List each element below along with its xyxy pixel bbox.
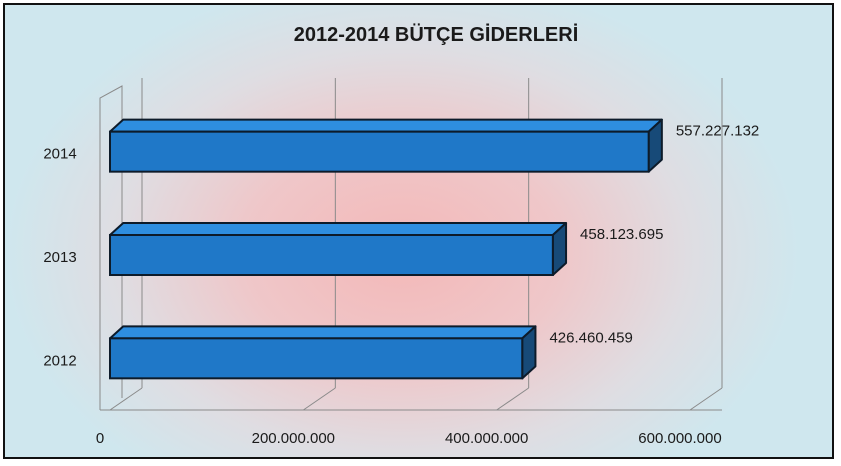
gridline-depth — [303, 387, 336, 411]
bar-top-face — [109, 222, 568, 236]
bar-2013 — [109, 222, 568, 276]
data-label: 557.227.132 — [676, 123, 759, 140]
x-tick-label: 600.000.000 — [638, 430, 721, 447]
bar-front-face — [109, 234, 554, 276]
bar-top-face — [109, 118, 663, 133]
gridline-depth — [689, 387, 723, 411]
chart-title: 2012-2014 BÜTÇE GİDERLERİ — [294, 23, 579, 46]
bar-2014 — [109, 118, 663, 173]
x-tick-label: 400.000.000 — [445, 430, 528, 447]
gridline-depth — [496, 387, 529, 411]
y-category-label: 2012 — [43, 352, 76, 369]
bar-2012 — [109, 325, 537, 380]
bar-top-face — [109, 325, 537, 340]
bars — [109, 118, 663, 380]
gridline-depth — [109, 387, 143, 411]
y-category-label: 2013 — [43, 249, 76, 266]
x-tick-label: 0 — [96, 430, 104, 447]
data-label: 458.123.695 — [580, 226, 663, 243]
y-category-label: 2014 — [43, 146, 76, 163]
data-label: 426.460.459 — [549, 329, 632, 346]
x-tick-label: 200.000.000 — [252, 430, 335, 447]
bar-front-face — [109, 337, 524, 380]
bar-front-face — [109, 130, 650, 173]
labels: 0 200.000.000 400.000.000 600.000.000 2012 42… — [43, 123, 759, 447]
